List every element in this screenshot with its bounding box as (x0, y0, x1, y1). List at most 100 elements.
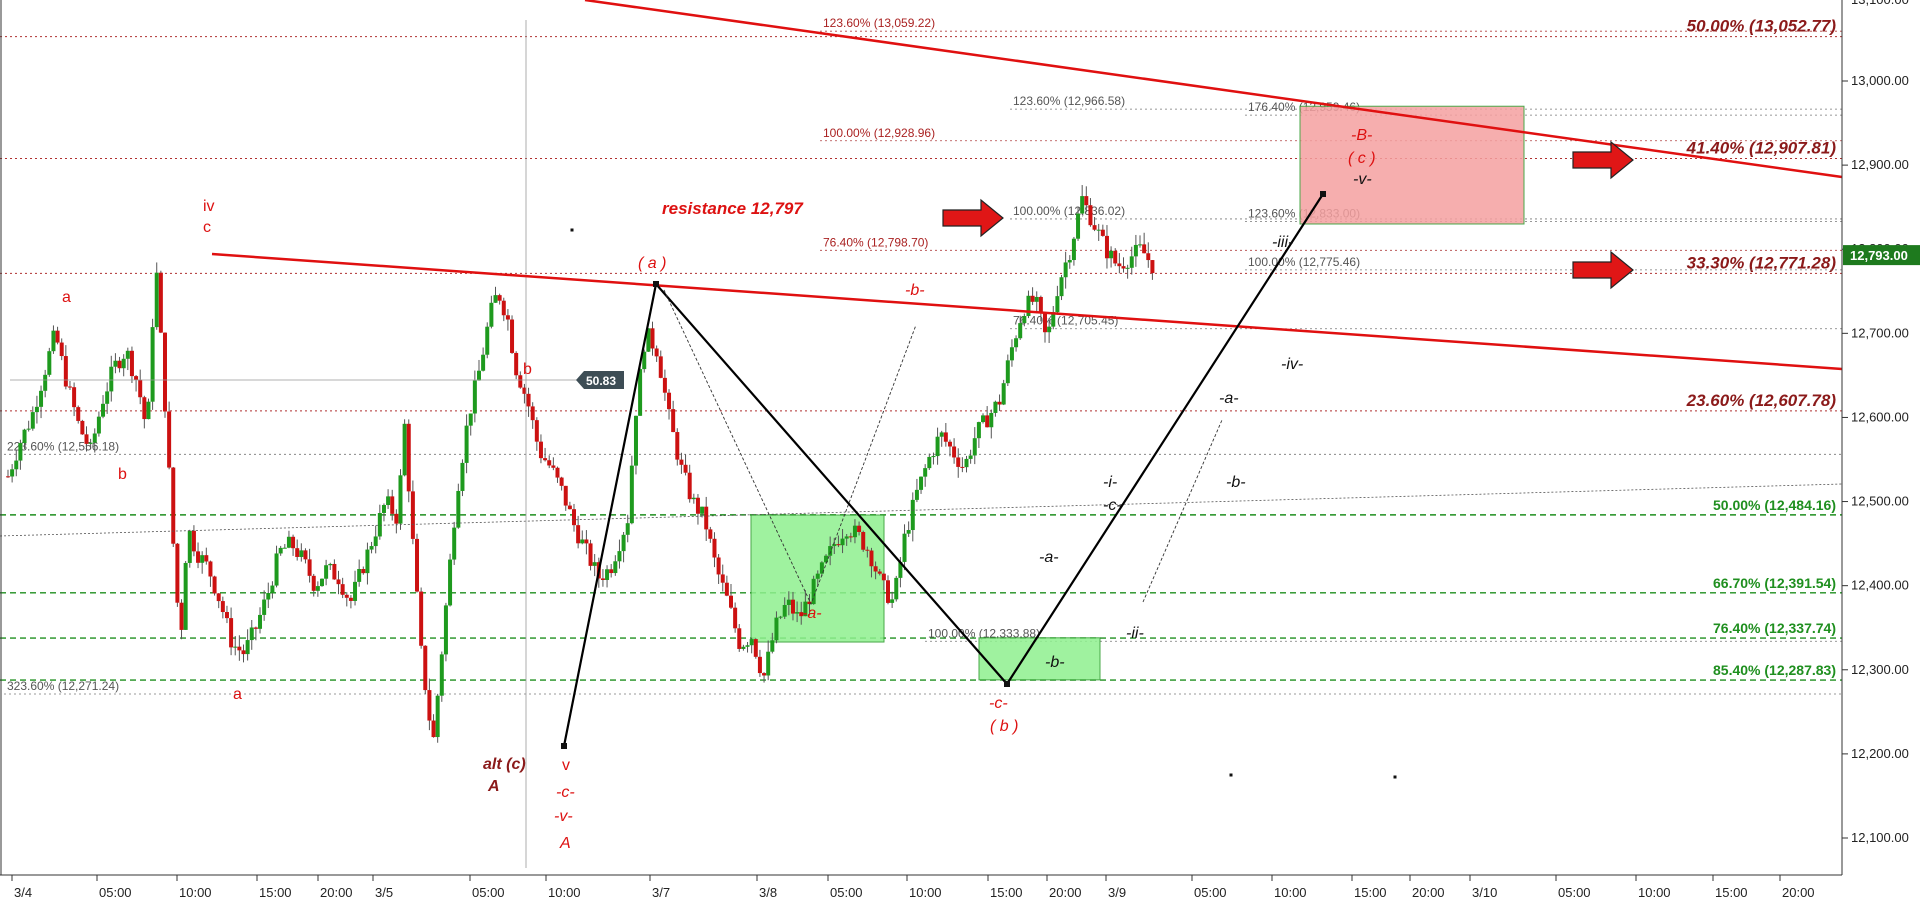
x-tick-label: 05:00 (1194, 885, 1227, 900)
candle (700, 506, 705, 518)
candle (183, 561, 188, 630)
candle (10, 464, 15, 483)
candle (811, 575, 816, 605)
candle (947, 439, 952, 457)
candle (555, 466, 560, 483)
arrow-resistance-icon (942, 198, 1004, 238)
candle (274, 545, 279, 588)
candle (1092, 217, 1097, 232)
candle (262, 590, 267, 621)
x-tick-label: 3/4 (14, 885, 32, 900)
candle (406, 419, 411, 503)
candle (270, 581, 275, 599)
candle (59, 338, 64, 361)
candle (621, 531, 626, 563)
candle (381, 503, 386, 522)
candle (278, 545, 283, 556)
candle (989, 409, 994, 439)
candle (766, 640, 771, 681)
y-tick-label: 12,400.00 (1851, 578, 1909, 593)
candle (741, 644, 746, 651)
candle (873, 561, 878, 580)
candle (237, 635, 242, 661)
candle (493, 286, 498, 303)
candle (179, 599, 184, 640)
x-tick-label: 20:00 (1782, 885, 1815, 900)
descending-resistance-line (584, 0, 1843, 179)
marker-dot (1229, 773, 1233, 777)
x-tick-label: 15:00 (990, 885, 1023, 900)
highlight-zones (750, 105, 1525, 681)
candle (914, 478, 919, 503)
candle (344, 592, 349, 607)
y-tick-label: 12,200.00 (1851, 746, 1909, 761)
candle (51, 325, 56, 354)
candle (501, 297, 506, 322)
candle (538, 434, 543, 464)
fib-small-label: 123.60% (13,059.22) (823, 16, 935, 30)
candle (55, 326, 60, 345)
candle (229, 607, 234, 656)
candle (1088, 198, 1093, 227)
candle (691, 493, 696, 504)
candle (18, 439, 23, 470)
candle (840, 528, 845, 554)
candle (505, 309, 510, 331)
marker-dot (1393, 775, 1397, 779)
x-tick-label: 10:00 (1274, 885, 1307, 900)
wave-c-bottom-label: -c- (989, 695, 1008, 712)
candle (1030, 287, 1035, 306)
candle (675, 428, 680, 466)
candle (439, 651, 444, 702)
candle (997, 394, 1002, 411)
x-tick-label: 15:00 (1715, 885, 1748, 900)
candle (1121, 257, 1126, 273)
candle (778, 615, 783, 620)
value-marker-shape (576, 371, 624, 389)
lower-channel-line (0, 483, 1843, 537)
candle (410, 480, 415, 545)
candle (935, 427, 940, 465)
candle (534, 417, 539, 451)
candle (600, 569, 605, 587)
candle (671, 400, 676, 433)
y-tick-label: 12,600.00 (1851, 409, 1909, 424)
marker-dot (570, 228, 574, 232)
candle (117, 356, 122, 373)
candle (1005, 354, 1010, 387)
candle (361, 566, 366, 575)
candle (377, 504, 382, 540)
wave-v-label: v (562, 757, 570, 774)
candle (249, 620, 254, 650)
candle (844, 534, 849, 546)
candle (146, 398, 151, 420)
candle (150, 318, 155, 410)
candle (1001, 379, 1006, 406)
wave-node (1004, 681, 1010, 687)
candle (782, 597, 787, 619)
candle (212, 575, 217, 596)
candle (200, 551, 205, 574)
fib-small-label: 123.60% (12,966.58) (1013, 94, 1125, 108)
y-tick-label: 12,700.00 (1851, 325, 1909, 340)
wave-c-dash-label: -c- (556, 784, 575, 801)
candle (101, 395, 106, 419)
candle (770, 632, 775, 654)
candle (1129, 246, 1134, 275)
candle (633, 415, 638, 475)
candle (584, 530, 589, 555)
candle (67, 380, 72, 390)
fib-right-label: 50.00% (12,484.16) (1713, 497, 1836, 513)
candle (724, 575, 729, 597)
candle (386, 489, 391, 509)
candle (332, 559, 337, 580)
fib-small-label: 100.00% (12,928.96) (823, 126, 935, 140)
candle (419, 587, 424, 649)
fib-right-label: 41.40% (12,907.81) (1686, 139, 1837, 158)
current-price-label: 12,793.00 (1850, 248, 1908, 263)
candle (650, 321, 655, 356)
candle (737, 624, 742, 652)
candle (390, 489, 395, 521)
candle (857, 521, 862, 536)
candle (187, 529, 192, 568)
